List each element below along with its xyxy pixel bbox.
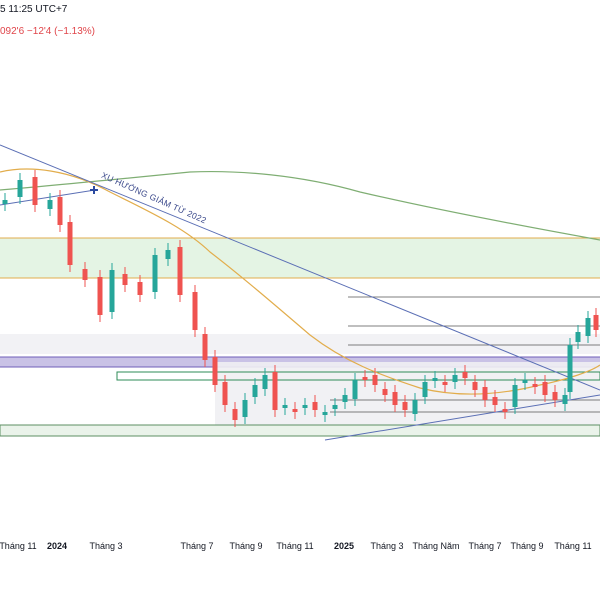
candle-body-4 <box>57 197 63 225</box>
candle-body-42 <box>472 382 478 390</box>
ma-slow-line <box>0 170 600 241</box>
candle-body-55 <box>593 315 599 330</box>
candle-body-26 <box>312 402 318 410</box>
candle-body-47 <box>522 380 528 383</box>
candle-body-10 <box>137 282 143 295</box>
candle-body-51 <box>562 395 568 404</box>
trend-anchor-line <box>0 189 96 206</box>
candle-body-9 <box>122 274 128 285</box>
candle-body-22 <box>272 372 278 410</box>
x-tick-label-7: Tháng 3 <box>370 541 403 551</box>
candle-body-0 <box>2 200 8 204</box>
candle-body-7 <box>97 277 103 315</box>
candle-body-33 <box>382 389 388 395</box>
candle-body-19 <box>242 400 248 417</box>
candle-body-43 <box>482 387 488 400</box>
header-time: 5 11:25 UTC+7 <box>0 4 68 15</box>
x-tick-label-1: 2024 <box>47 541 67 551</box>
candle-body-52 <box>567 345 573 392</box>
candle-body-40 <box>452 375 458 382</box>
mid-zone <box>0 334 600 354</box>
candle-body-28 <box>332 405 338 409</box>
candle-body-21 <box>262 375 268 389</box>
candle-body-45 <box>502 409 508 412</box>
candle-body-34 <box>392 392 398 405</box>
candle-body-54 <box>585 318 591 336</box>
candle-body-23 <box>282 405 288 408</box>
candle-body-36 <box>412 400 418 414</box>
candle-body-44 <box>492 397 498 405</box>
x-tick-label-8: Tháng Năm <box>412 541 459 551</box>
x-tick-label-4: Tháng 9 <box>229 541 262 551</box>
candle-body-25 <box>302 405 308 408</box>
candle-body-49 <box>542 382 548 395</box>
candle-body-38 <box>432 378 438 381</box>
x-tick-label-3: Tháng 7 <box>180 541 213 551</box>
candle-body-13 <box>177 247 183 295</box>
channel-box <box>116 371 600 381</box>
candle-body-53 <box>575 332 581 342</box>
ma-fast-line <box>0 168 600 395</box>
candle-body-16 <box>212 357 218 385</box>
candle-body-27 <box>322 412 328 415</box>
header-quote: 092'6 −12'4 (−1.13%) <box>0 26 95 37</box>
crosshair-marker <box>90 186 98 194</box>
candle-body-15 <box>202 334 208 360</box>
x-tick-label-2: Tháng 3 <box>89 541 122 551</box>
candle-body-17 <box>222 382 228 405</box>
uptrend-line <box>324 394 600 441</box>
candle-body-3 <box>47 200 53 209</box>
x-tick-label-6: 2025 <box>334 541 354 551</box>
candle-body-6 <box>82 269 88 280</box>
candle-body-8 <box>109 270 115 312</box>
candle-body-5 <box>67 222 73 265</box>
candle-body-29 <box>342 395 348 402</box>
x-tick-label-9: Tháng 7 <box>468 541 501 551</box>
candle-body-50 <box>552 392 558 400</box>
candle-body-18 <box>232 409 238 420</box>
support-band <box>0 424 600 437</box>
x-tick-label-11: Tháng 11 <box>554 541 591 551</box>
candle-body-12 <box>165 250 171 259</box>
candle-body-39 <box>442 382 448 385</box>
candle-body-35 <box>402 402 408 410</box>
candle-body-2 <box>32 177 38 205</box>
candle-body-41 <box>462 372 468 378</box>
candle-body-46 <box>512 385 518 407</box>
candle-body-31 <box>362 377 368 380</box>
candle-body-11 <box>152 255 158 292</box>
candle-body-32 <box>372 375 378 385</box>
candle-body-48 <box>532 384 538 387</box>
resistance-zone <box>0 238 600 278</box>
candle-body-30 <box>352 380 358 399</box>
candle-body-14 <box>192 292 198 330</box>
candle-body-24 <box>292 409 298 412</box>
x-tick-label-10: Tháng 9 <box>510 541 543 551</box>
x-tick-label-0: Tháng 11 <box>0 541 37 551</box>
candle-body-37 <box>422 382 428 397</box>
range-zone <box>215 362 600 434</box>
candle-body-1 <box>17 180 23 197</box>
x-tick-label-5: Tháng 11 <box>276 541 313 551</box>
candle-body-20 <box>252 385 258 397</box>
downtrend-line <box>0 144 600 391</box>
